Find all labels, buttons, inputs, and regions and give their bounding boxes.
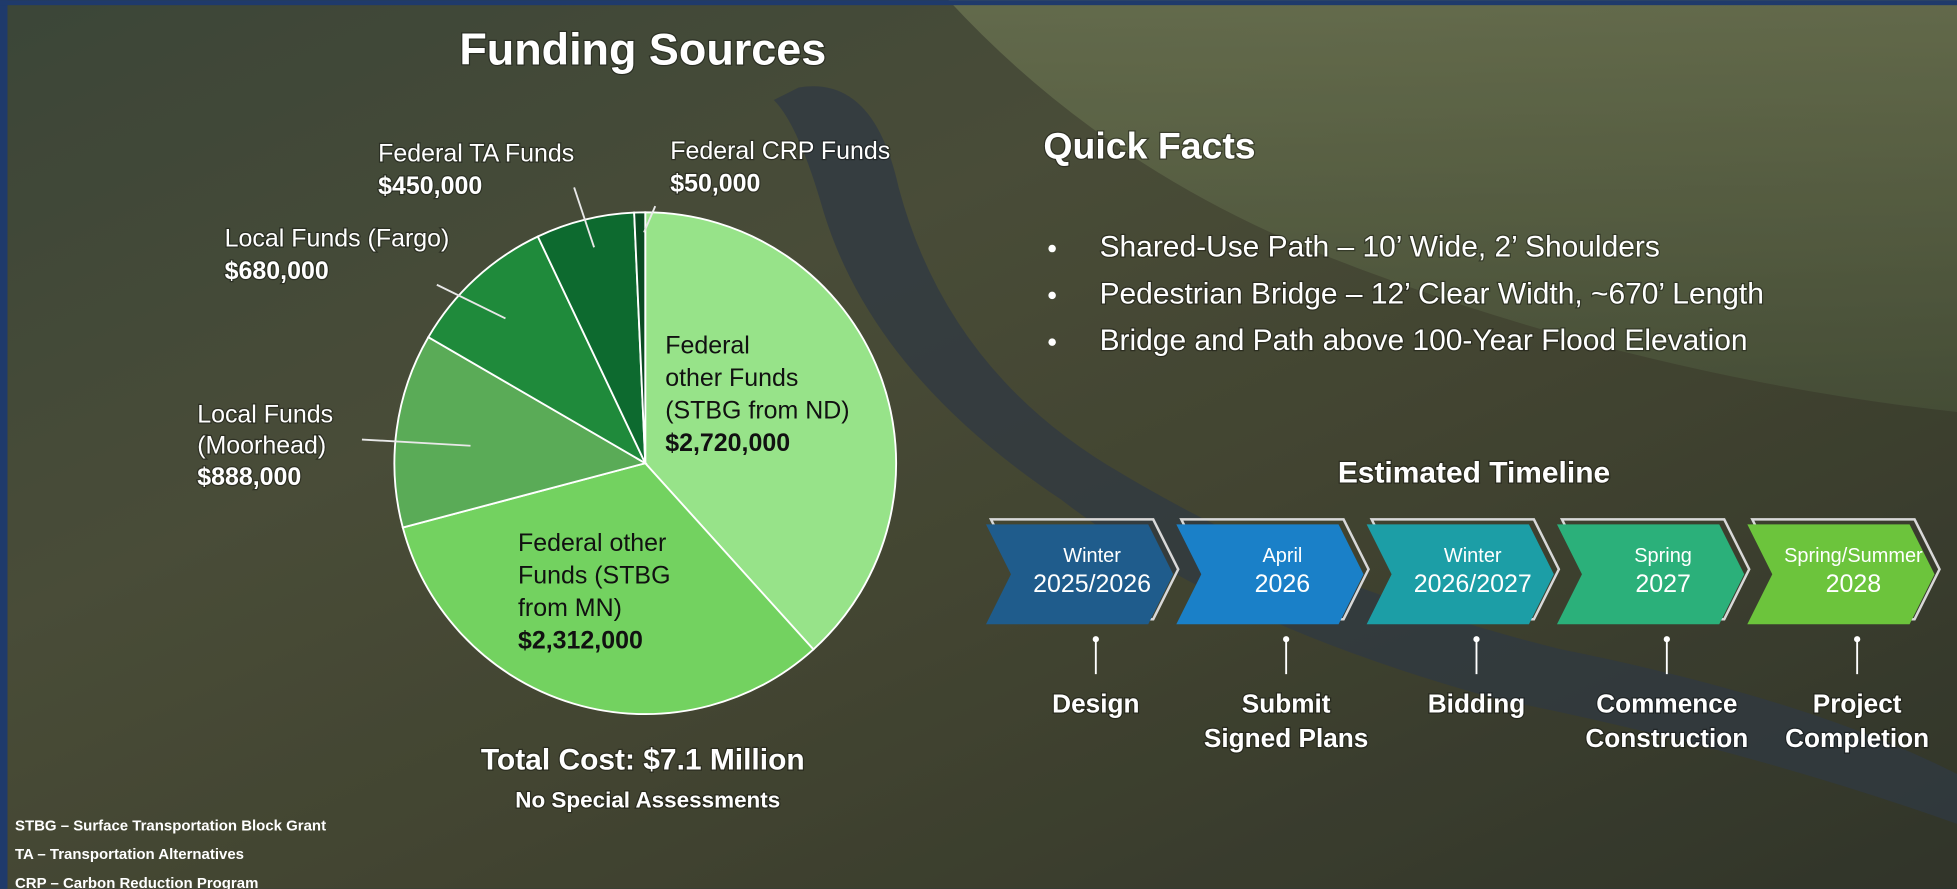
slice-label: Federal CRP Funds [670,137,890,165]
slice-label: (STBG from ND) [665,397,849,425]
slice-label: (Moorhead) [197,432,326,460]
slice-label: Federal TA Funds [378,140,574,168]
bullet [1048,338,1055,345]
quick-facts-title: Quick Facts [1043,125,1255,167]
phase-label: Construction [1585,723,1748,753]
slice-value-label: $680,000 [225,257,329,285]
phase-date: Spring/Summer [1784,545,1923,567]
timeline-title: Estimated Timeline [1338,456,1610,489]
assessment-note: No Special Assessments [515,787,780,812]
footnote: CRP – Carbon Reduction Program [15,875,258,889]
phase-date: Spring [1634,545,1692,567]
slide-title: Funding Sources [459,23,826,74]
phase-label: Signed Plans [1204,723,1368,753]
phase-date: 2027 [1635,570,1691,598]
phase-date: 2025/2026 [1033,570,1151,598]
phase-label: Submit [1242,688,1331,718]
phase-date: 2026 [1255,570,1311,598]
slice-value-label: $2,720,000 [665,429,790,457]
phase-date: 2026/2027 [1414,570,1532,598]
phase-dot [1093,636,1099,642]
slice-label: Federal other [518,529,666,557]
slice-label: Local Funds (Fargo) [225,224,450,252]
slice-label: Funds (STBG [518,561,671,589]
phase-label: Design [1052,688,1139,718]
phase-date: April [1262,545,1302,567]
bullet [1048,245,1055,252]
slide: Funding Sources Total Cost: $7.1 Million… [0,0,1957,889]
page: {"title": "Funding Sources", "chart_data… [0,0,1957,889]
slice-label: Local Funds [197,400,333,428]
left-border [0,0,7,889]
phase-dot [1854,636,1860,642]
phase-date: Winter [1444,545,1502,567]
quick-fact: Bridge and Path above 100-Year Flood Ele… [1100,324,1748,357]
slice-value-label: $450,000 [378,172,482,200]
slice-value-label: $2,312,000 [518,626,643,654]
quick-fact: Shared-Use Path – 10’ Wide, 2’ Shoulders [1100,230,1660,263]
phase-dot [1283,636,1289,642]
phase-dot [1664,636,1670,642]
slice-value-label: $888,000 [197,463,301,491]
footnote: TA – Transportation Alternatives [15,846,244,863]
slice-value-label: $50,000 [670,169,760,197]
bullet [1048,292,1055,299]
total-cost: Total Cost: $7.1 Million [481,743,805,776]
phase-dot [1473,636,1479,642]
phase-date: 2028 [1826,570,1882,598]
slice-label: Federal [665,332,750,360]
footnote: STBG – Surface Transportation Block Gran… [15,817,326,834]
top-border [0,0,1957,5]
phase-date: Winter [1063,545,1121,567]
slice-label: from MN) [518,594,622,622]
quick-fact: Pedestrian Bridge – 12’ Clear Width, ~67… [1100,277,1764,310]
phase-label: Commence [1596,688,1737,718]
phase-label: Project [1813,688,1902,718]
phase-label: Completion [1785,723,1929,753]
phase-label: Bidding [1428,688,1525,718]
slice-label: other Funds [665,364,798,392]
